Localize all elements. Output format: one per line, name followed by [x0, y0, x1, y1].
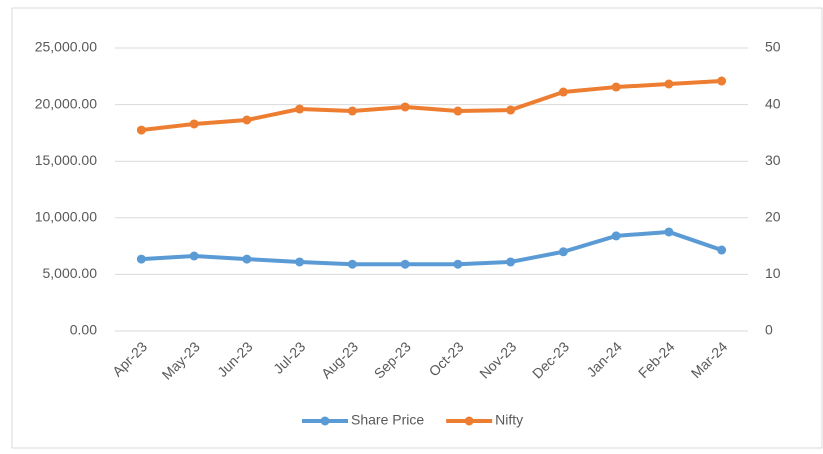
data-point	[453, 259, 463, 269]
data-point	[717, 76, 727, 86]
data-point	[189, 119, 199, 129]
y2-tick-label: 0	[765, 322, 773, 338]
data-point	[295, 104, 305, 114]
data-point	[558, 87, 568, 97]
data-point	[611, 231, 621, 241]
y-tick-label: 0.00	[70, 322, 97, 338]
data-point	[506, 257, 516, 267]
data-point	[558, 247, 568, 257]
data-point	[664, 79, 674, 89]
legend-label: Nifty	[495, 412, 523, 428]
data-point	[400, 259, 410, 269]
y-tick-label: 10,000.00	[35, 209, 97, 225]
data-point	[347, 106, 357, 116]
data-point	[347, 259, 357, 269]
y2-tick-label: 40	[765, 95, 781, 111]
y2-tick-label: 20	[765, 209, 781, 225]
legend-label: Share Price	[351, 412, 424, 428]
data-point	[506, 105, 516, 115]
series-line	[141, 79, 722, 133]
data-point	[242, 254, 252, 264]
y2-tick-label: 50	[765, 39, 781, 55]
y-tick-label: 25,000.00	[35, 39, 97, 55]
series-line	[141, 229, 723, 267]
y-tick-label: 15,000.00	[35, 152, 97, 168]
data-point	[717, 245, 727, 255]
y-tick-label: 5,000.00	[43, 265, 98, 281]
data-point	[189, 251, 199, 261]
chart-frame	[11, 7, 823, 449]
data-point	[295, 257, 305, 267]
data-point	[611, 82, 621, 92]
data-point	[453, 106, 463, 116]
legend-marker	[464, 416, 474, 426]
y2-tick-label: 10	[765, 265, 781, 281]
data-point	[136, 125, 146, 135]
legend-marker	[320, 416, 330, 426]
data-point	[136, 254, 146, 264]
data-point	[664, 227, 674, 237]
data-point	[242, 115, 252, 125]
y-tick-label: 20,000.00	[35, 95, 97, 111]
y2-tick-label: 30	[765, 152, 781, 168]
data-point	[400, 102, 410, 112]
